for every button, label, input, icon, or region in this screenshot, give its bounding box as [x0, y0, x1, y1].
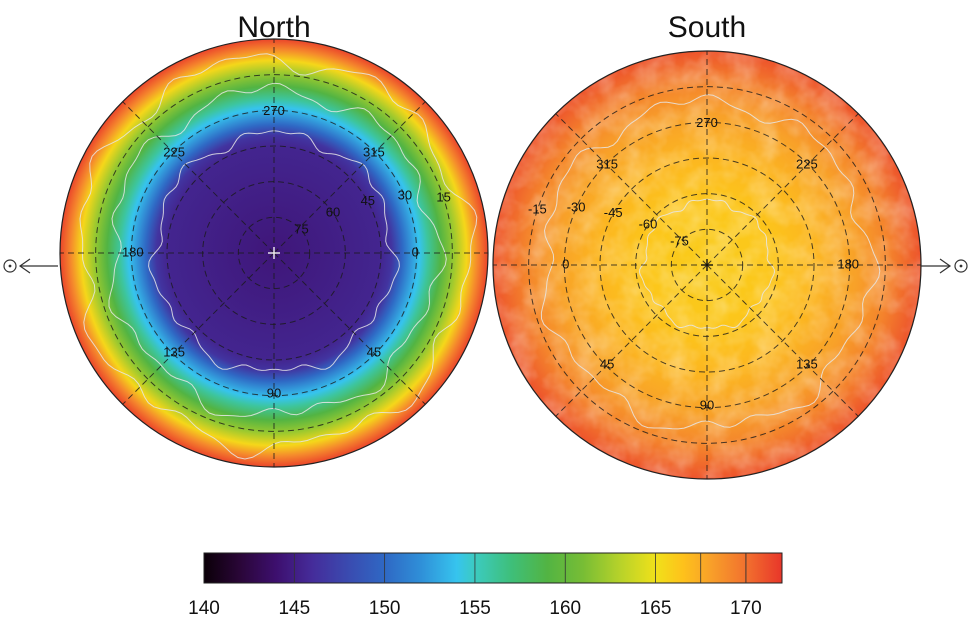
latitude-circle: [166, 145, 382, 361]
sun-direction-arrow-icon: [3, 258, 58, 274]
graticule-label: 135: [163, 344, 185, 359]
graticule-label: 225: [796, 157, 818, 172]
latitude-circle: [599, 157, 815, 373]
graticule-label: 45: [361, 193, 375, 208]
meridian-line: [555, 264, 708, 417]
graticule-label: 0: [412, 244, 419, 259]
graticule-label: 180: [837, 256, 859, 271]
meridian-line: [555, 113, 708, 266]
graticule-label: 90: [700, 398, 714, 413]
graticule-label: 30: [398, 188, 412, 203]
meridian-line: [273, 252, 426, 405]
colorbar-tick-label: 140: [188, 598, 220, 617]
graticule-label: 315: [596, 157, 618, 172]
graticule-label: -15: [528, 201, 547, 216]
sun-direction-arrow-icon: [921, 258, 968, 274]
latitude-circle: [528, 86, 886, 444]
south-graticule: [493, 51, 921, 479]
north-graticule-labels: 270 315 0 45 90 135 180 225 75 60 45 30 15: [122, 103, 451, 400]
colorbar-tick-label: 160: [549, 598, 581, 617]
colorbar-tick-label: 155: [459, 598, 491, 617]
colorbar: 140 145 150 155 160 165 170: [188, 552, 783, 617]
meridian-line: [706, 264, 859, 417]
south-panel-title: South: [668, 11, 746, 44]
graticule-label: -75: [670, 234, 689, 249]
graticule-label: 45: [367, 344, 381, 359]
south-panel: South 270 225 180 135 90 45 0 315 -75 -60 -45 -30 -1…: [492, 11, 922, 480]
colorbar-dividers: [293, 553, 747, 583]
north-graticule: [60, 39, 488, 467]
graticule-label: 270: [263, 103, 285, 118]
graticule-label: 315: [363, 145, 385, 160]
meridian-line: [706, 113, 859, 266]
graticule-label: 75: [294, 222, 308, 237]
graticule-label: 15: [436, 189, 450, 204]
colorbar-tick-label: 150: [369, 598, 401, 617]
graticule-label: 180: [122, 244, 144, 259]
colorbar-tick-label: 165: [640, 598, 672, 617]
latitude-circle: [95, 74, 453, 432]
graticule-label: 45: [600, 356, 614, 371]
graticule-label: 0: [562, 256, 569, 271]
graticule-label: 225: [163, 145, 185, 160]
contour-line: [148, 130, 400, 371]
graticule-label: 135: [796, 356, 818, 371]
meridian-line: [122, 252, 275, 405]
colorbar-gradient: [203, 552, 783, 584]
meridian-line: [122, 101, 275, 254]
meridian-line: [273, 101, 426, 254]
south-graticule-labels: 270 225 180 135 90 45 0 315 -75 -60 -45 -30 -15: [528, 115, 859, 412]
colorbar-tick-label: 170: [730, 598, 762, 617]
graticule-label: 270: [696, 115, 718, 130]
graticule-label: 60: [326, 204, 340, 219]
graticule-label: 90: [267, 386, 281, 401]
graticule-label: -60: [639, 216, 658, 231]
colorbar-tick-label: 145: [278, 598, 310, 617]
colorbar-ticks: 140 145 150 155 160 165 170: [188, 598, 762, 617]
graticule-label: -30: [567, 200, 586, 215]
graticule-label: -45: [604, 205, 623, 220]
